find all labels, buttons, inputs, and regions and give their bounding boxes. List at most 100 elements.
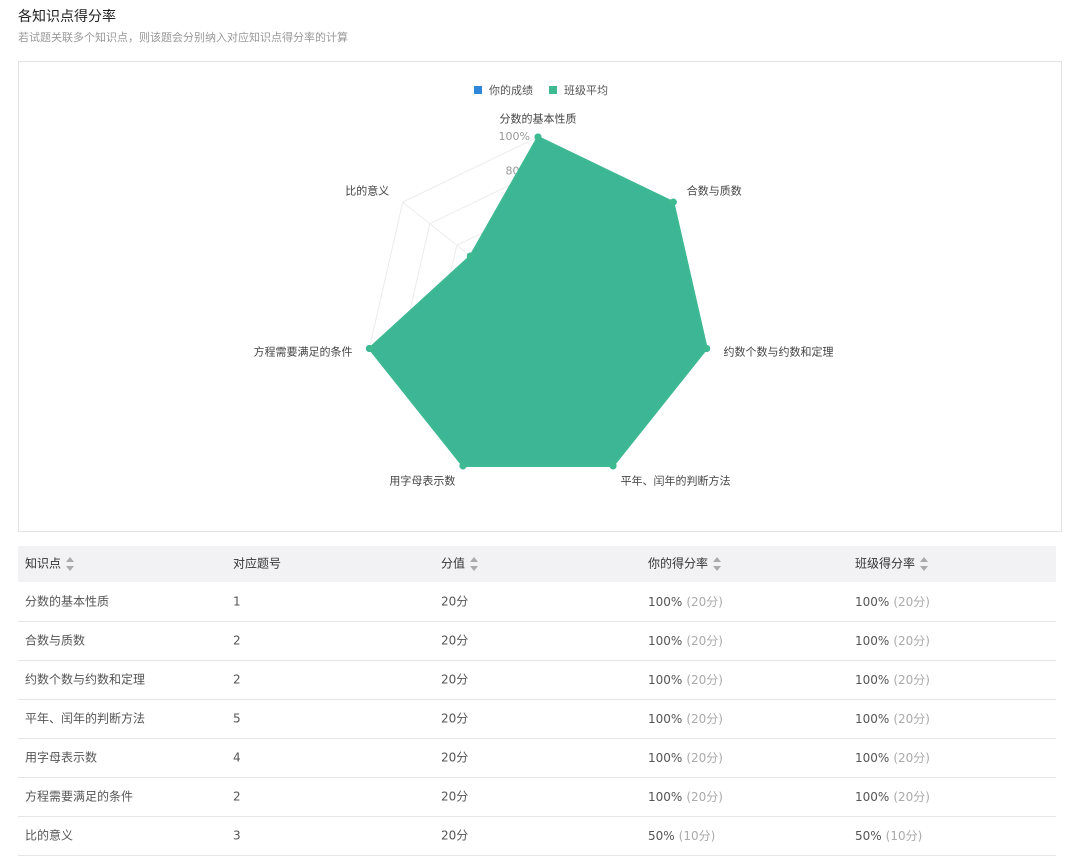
points: (20分) (686, 595, 723, 609)
column-header: 分值 (441, 556, 465, 571)
sort-icon[interactable] (66, 557, 75, 571)
cell: 20分 (441, 595, 468, 609)
rate-cell: 100% (20分) (648, 595, 723, 609)
radar-point (466, 252, 474, 260)
points: (10分) (886, 829, 923, 843)
table-row: 合数与质数 2 20分 100% (20分) 100% (20分) (18, 633, 1056, 661)
cell: 20分 (441, 712, 468, 726)
r-tick-label: 100% (499, 130, 530, 143)
rate-cell: 50% (10分) (648, 829, 715, 843)
rate: 100% (855, 751, 889, 765)
cell: 20分 (441, 751, 468, 765)
rate: 100% (648, 790, 682, 804)
cell: 2 (233, 673, 241, 687)
rate: 100% (855, 595, 889, 609)
axis-label: 方程需要满足的条件 (253, 344, 352, 358)
rate-cell: 100% (20分) (855, 712, 930, 726)
cell: 方程需要满足的条件 (25, 789, 133, 804)
legend-swatch (474, 86, 482, 94)
cell: 合数与质数 (25, 633, 85, 648)
rate-cell: 100% (20分) (648, 712, 723, 726)
points: (20分) (893, 595, 930, 609)
table-row: 分数的基本性质 1 20分 100% (20分) 100% (20分) (18, 594, 1056, 622)
cell: 平年、闰年的判断方法 (25, 711, 145, 726)
table-header-bg (18, 546, 1056, 582)
page-subtitle: 若试题关联多个知识点，则该题会分别纳入对应知识点得分率的计算 (18, 30, 348, 44)
column-header: 对应题号 (233, 556, 281, 571)
points: (20分) (686, 634, 723, 648)
cell: 20分 (441, 634, 468, 648)
points: (20分) (893, 712, 930, 726)
cell: 2 (233, 634, 241, 648)
radar-point (669, 198, 677, 206)
rate: 100% (855, 712, 889, 726)
rate: 100% (648, 751, 682, 765)
rate: 100% (648, 634, 682, 648)
rate: 100% (855, 634, 889, 648)
table-row: 方程需要满足的条件 2 20分 100% (20分) 100% (20分) (18, 789, 1056, 817)
table-row: 用字母表示数 4 20分 100% (20分) 100% (20分) (18, 750, 1056, 778)
rate: 100% (648, 595, 682, 609)
cell: 比的意义 (25, 828, 73, 843)
rate: 100% (855, 673, 889, 687)
rate: 100% (648, 712, 682, 726)
legend-label: 班级平均 (564, 84, 608, 97)
rate-cell: 100% (20分) (855, 634, 930, 648)
sort-icon[interactable] (470, 557, 479, 571)
points: (20分) (686, 712, 723, 726)
axis-label: 分数的基本性质 (500, 112, 577, 126)
page-title: 各知识点得分率 (18, 8, 116, 25)
rate-cell: 100% (20分) (855, 790, 930, 804)
legend-label: 你的成绩 (489, 83, 533, 97)
rate-cell: 100% (20分) (855, 673, 930, 687)
sort-icon[interactable] (920, 557, 929, 571)
rate-cell: 100% (20分) (648, 673, 723, 687)
rate: 50% (648, 829, 675, 843)
points: (20分) (893, 673, 930, 687)
points: (20分) (686, 790, 723, 804)
points: (20分) (893, 634, 930, 648)
points: (10分) (679, 829, 716, 843)
axis-label: 约数个数与约数和定理 (724, 344, 834, 358)
cell: 用字母表示数 (25, 750, 97, 765)
cell: 20分 (441, 829, 468, 843)
radar-point (703, 344, 711, 352)
points: (20分) (893, 751, 930, 765)
legend-swatch (549, 86, 557, 94)
radar-point (534, 133, 542, 141)
cell: 分数的基本性质 (25, 594, 109, 609)
rate-cell: 100% (20分) (648, 790, 723, 804)
rate: 50% (855, 829, 882, 843)
column-header: 你的得分率 (648, 556, 708, 571)
cell: 20分 (441, 790, 468, 804)
points: (20分) (893, 790, 930, 804)
column-header: 班级得分率 (855, 556, 915, 571)
column-header: 知识点 (25, 557, 61, 571)
table-row: 约数个数与约数和定理 2 20分 100% (20分) 100% (20分) (18, 672, 1056, 700)
rate-cell: 100% (20分) (648, 751, 723, 765)
rate-cell: 100% (20分) (855, 595, 930, 609)
axis-label: 平年、闰年的判断方法 (621, 473, 731, 487)
cell: 4 (233, 751, 241, 765)
cell: 5 (233, 712, 241, 726)
rate: 100% (648, 673, 682, 687)
cell: 2 (233, 790, 241, 804)
radar-point (365, 344, 373, 352)
axis-label: 合数与质数 (687, 183, 742, 197)
sort-icon[interactable] (713, 557, 722, 571)
radar-area (367, 135, 708, 467)
cell: 1 (233, 595, 241, 609)
cell: 3 (233, 829, 241, 843)
table-row: 比的意义 3 20分 50% (10分) 50% (10分) (18, 828, 1056, 856)
rate-cell: 100% (20分) (855, 751, 930, 765)
points: (20分) (686, 751, 723, 765)
axis-label: 比的意义 (345, 183, 389, 197)
cell: 约数个数与约数和定理 (25, 672, 145, 687)
rate-cell: 100% (20分) (648, 634, 723, 648)
table-row: 平年、闰年的判断方法 5 20分 100% (20分) 100% (20分) (18, 711, 1056, 739)
rate: 100% (855, 790, 889, 804)
radar-point (609, 462, 617, 470)
cell: 20分 (441, 673, 468, 687)
points: (20分) (686, 673, 723, 687)
